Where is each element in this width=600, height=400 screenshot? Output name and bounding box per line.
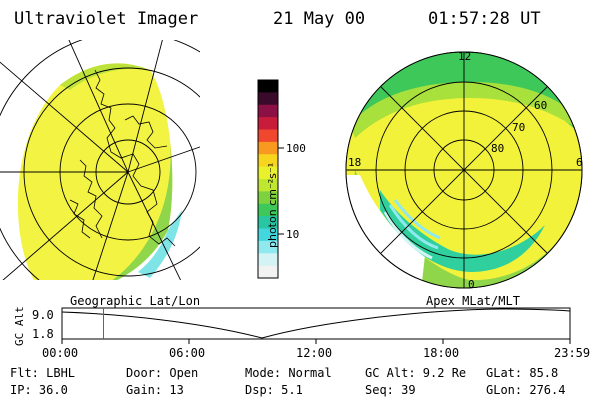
alt-xtick-2: 12:00 — [296, 346, 333, 360]
mlt-0-label: 0 — [468, 278, 475, 291]
colorbar — [258, 80, 278, 279]
colorbar-segment — [258, 228, 278, 242]
colorbar-segment — [258, 104, 278, 118]
colorbar-segment — [258, 141, 278, 155]
colorbar-label-10: 10 — [286, 228, 299, 241]
alt-ytick-bottom: 1.8 — [32, 327, 54, 341]
colorbar-segment — [258, 80, 278, 93]
alt-xtick-3: 18:00 — [423, 346, 460, 360]
altitude-curve — [61, 308, 571, 339]
alt-plot-ylabel: GC Alt — [13, 306, 26, 346]
colorbar-segment — [258, 191, 278, 205]
time-readout: 01:57:28 UT — [428, 9, 541, 29]
colorbar-segment — [258, 240, 278, 254]
dsp-readout: Dsp: 5.1 — [245, 383, 303, 397]
mlat-80-label: 80 — [491, 142, 504, 155]
gcalt-readout: GC Alt: 9.2 Re — [365, 366, 467, 380]
alt-ytick-top: 9.0 — [32, 308, 54, 322]
colorbar-label-100: 100 — [286, 142, 306, 155]
gain-readout: Gain: 13 — [126, 383, 184, 397]
colorbar-segment — [258, 92, 278, 106]
app-title: Ultraviolet Imager — [14, 9, 199, 29]
colorbar-segment — [258, 166, 278, 180]
mlt-12-label: 12 — [458, 50, 471, 63]
glat-readout: GLat: 85.8 — [486, 366, 559, 380]
glon-readout: GLon: 276.4 — [486, 383, 566, 397]
geographic-image-panel — [0, 40, 200, 280]
colorbar-frame — [257, 79, 279, 279]
mlat-70-label: 70 — [512, 121, 525, 134]
colorbar-segment — [258, 265, 278, 279]
geographic-projection-label: Geographic Lat/Lon — [70, 294, 201, 308]
apex-projection-label: Apex MLat/MLT — [426, 294, 520, 308]
alt-xtick-0: 00:00 — [42, 346, 79, 360]
filter-readout: Flt: LBHL — [10, 366, 76, 380]
mode-readout: Mode: Normal — [245, 366, 332, 380]
colorbar-segment — [258, 154, 278, 168]
colorbar-unit-label: photon cm⁻²s⁻¹ — [266, 163, 279, 248]
door-readout: Door: Open — [126, 366, 199, 380]
colorbar-segment — [258, 129, 278, 143]
mlat-60-label: 60 — [534, 99, 547, 112]
polar-image-panel — [345, 51, 583, 289]
altitude-plot — [61, 307, 571, 344]
colorbar-segment — [258, 253, 278, 267]
seq-readout: Seq: 39 — [365, 383, 416, 397]
mlt-6-label: 6 — [576, 156, 583, 169]
date-readout: 21 May 00 — [273, 9, 366, 29]
alt-xtick-1: 06:00 — [169, 346, 206, 360]
colorbar-segment — [258, 203, 278, 217]
mlt-18-label: 18 — [348, 156, 361, 169]
colorbar-segment — [258, 216, 278, 229]
colorbar-segment — [258, 117, 278, 130]
ip-readout: IP: 36.0 — [10, 383, 68, 397]
colorbar-segment — [258, 179, 278, 192]
alt-xtick-4: 23:59 — [554, 346, 591, 360]
